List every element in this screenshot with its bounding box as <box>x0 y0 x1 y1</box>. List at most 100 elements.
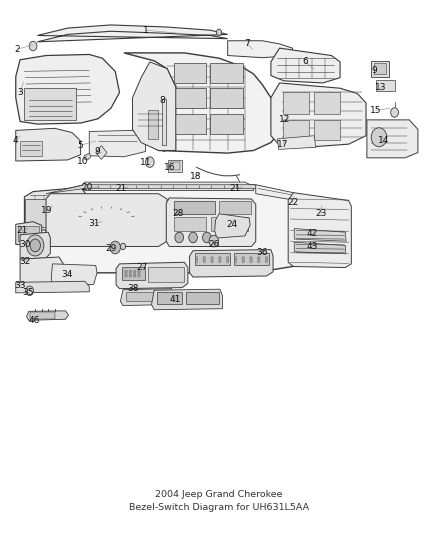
Circle shape <box>265 260 268 263</box>
Polygon shape <box>162 99 166 145</box>
Circle shape <box>129 270 132 273</box>
Polygon shape <box>51 264 97 286</box>
Ellipse shape <box>29 262 55 279</box>
Circle shape <box>145 157 154 167</box>
Bar <box>375 80 395 91</box>
Polygon shape <box>89 131 145 157</box>
Circle shape <box>219 260 221 263</box>
Circle shape <box>125 274 127 277</box>
Bar <box>210 88 243 108</box>
Polygon shape <box>256 185 293 200</box>
Bar <box>374 63 386 74</box>
Circle shape <box>258 256 260 260</box>
Text: 1: 1 <box>143 26 148 35</box>
Text: 41: 41 <box>169 295 180 304</box>
Circle shape <box>175 232 184 243</box>
Circle shape <box>138 270 140 273</box>
Circle shape <box>195 256 198 260</box>
Circle shape <box>258 260 260 263</box>
Bar <box>170 162 180 170</box>
Bar <box>314 120 340 140</box>
Circle shape <box>195 260 198 263</box>
Polygon shape <box>228 41 293 58</box>
Circle shape <box>211 260 213 263</box>
Text: 30: 30 <box>20 240 31 249</box>
Bar <box>211 217 248 231</box>
Polygon shape <box>367 120 418 158</box>
Text: 28: 28 <box>172 209 184 218</box>
Text: 17: 17 <box>277 140 289 149</box>
Polygon shape <box>271 83 366 147</box>
Text: 42: 42 <box>307 229 318 238</box>
Text: 19: 19 <box>41 206 53 215</box>
Bar <box>186 292 219 304</box>
Circle shape <box>27 235 44 256</box>
Text: 6: 6 <box>303 58 308 66</box>
Bar <box>25 199 76 228</box>
Polygon shape <box>124 53 279 153</box>
Polygon shape <box>37 25 228 42</box>
Polygon shape <box>294 229 346 241</box>
Bar <box>210 63 243 83</box>
Polygon shape <box>81 182 254 191</box>
Text: 29: 29 <box>105 244 117 253</box>
Bar <box>173 63 206 83</box>
Circle shape <box>242 256 244 260</box>
Polygon shape <box>288 192 351 268</box>
Text: 35: 35 <box>22 288 34 297</box>
Circle shape <box>371 128 387 147</box>
Circle shape <box>110 241 120 254</box>
Polygon shape <box>16 128 81 161</box>
Circle shape <box>265 256 268 260</box>
Ellipse shape <box>32 265 51 277</box>
Bar <box>283 120 309 140</box>
Text: 9: 9 <box>372 66 378 75</box>
Polygon shape <box>46 193 167 246</box>
Text: 31: 31 <box>88 219 99 228</box>
Circle shape <box>129 274 132 277</box>
Circle shape <box>219 256 221 260</box>
Polygon shape <box>20 232 50 259</box>
Text: 7: 7 <box>244 39 250 49</box>
Bar <box>283 92 309 114</box>
Text: 21: 21 <box>230 184 241 193</box>
Text: 21: 21 <box>16 226 28 235</box>
Polygon shape <box>25 188 85 231</box>
Circle shape <box>226 260 229 263</box>
Text: 46: 46 <box>28 316 39 325</box>
Text: 15: 15 <box>370 106 381 115</box>
Text: 2004 Jeep Grand Cherokee
Bezel-Switch Diagram for UH631L5AA: 2004 Jeep Grand Cherokee Bezel-Switch Di… <box>129 490 309 512</box>
Bar <box>18 227 39 241</box>
Text: 33: 33 <box>14 281 26 290</box>
Circle shape <box>29 41 37 51</box>
Text: 22: 22 <box>287 198 298 207</box>
Circle shape <box>250 260 252 263</box>
Polygon shape <box>277 136 316 149</box>
Text: 18: 18 <box>190 172 201 181</box>
Polygon shape <box>46 185 293 193</box>
Text: 26: 26 <box>208 240 219 249</box>
Polygon shape <box>16 54 120 124</box>
Polygon shape <box>215 214 250 238</box>
Bar <box>126 292 169 301</box>
Text: 21: 21 <box>116 184 127 193</box>
Bar <box>148 110 159 139</box>
Bar <box>314 92 340 114</box>
Bar <box>173 114 206 134</box>
Text: 4: 4 <box>12 136 18 146</box>
Bar <box>173 88 206 108</box>
Bar <box>31 312 55 319</box>
Bar <box>122 266 145 280</box>
Circle shape <box>226 256 229 260</box>
Circle shape <box>209 236 219 247</box>
Circle shape <box>125 270 127 273</box>
Circle shape <box>30 239 40 252</box>
Text: 12: 12 <box>279 115 290 124</box>
Circle shape <box>120 243 126 249</box>
Bar <box>148 266 184 282</box>
Polygon shape <box>116 262 188 289</box>
Circle shape <box>234 260 237 263</box>
Bar <box>20 141 42 156</box>
Text: 10: 10 <box>77 157 88 166</box>
Text: 43: 43 <box>307 242 318 251</box>
